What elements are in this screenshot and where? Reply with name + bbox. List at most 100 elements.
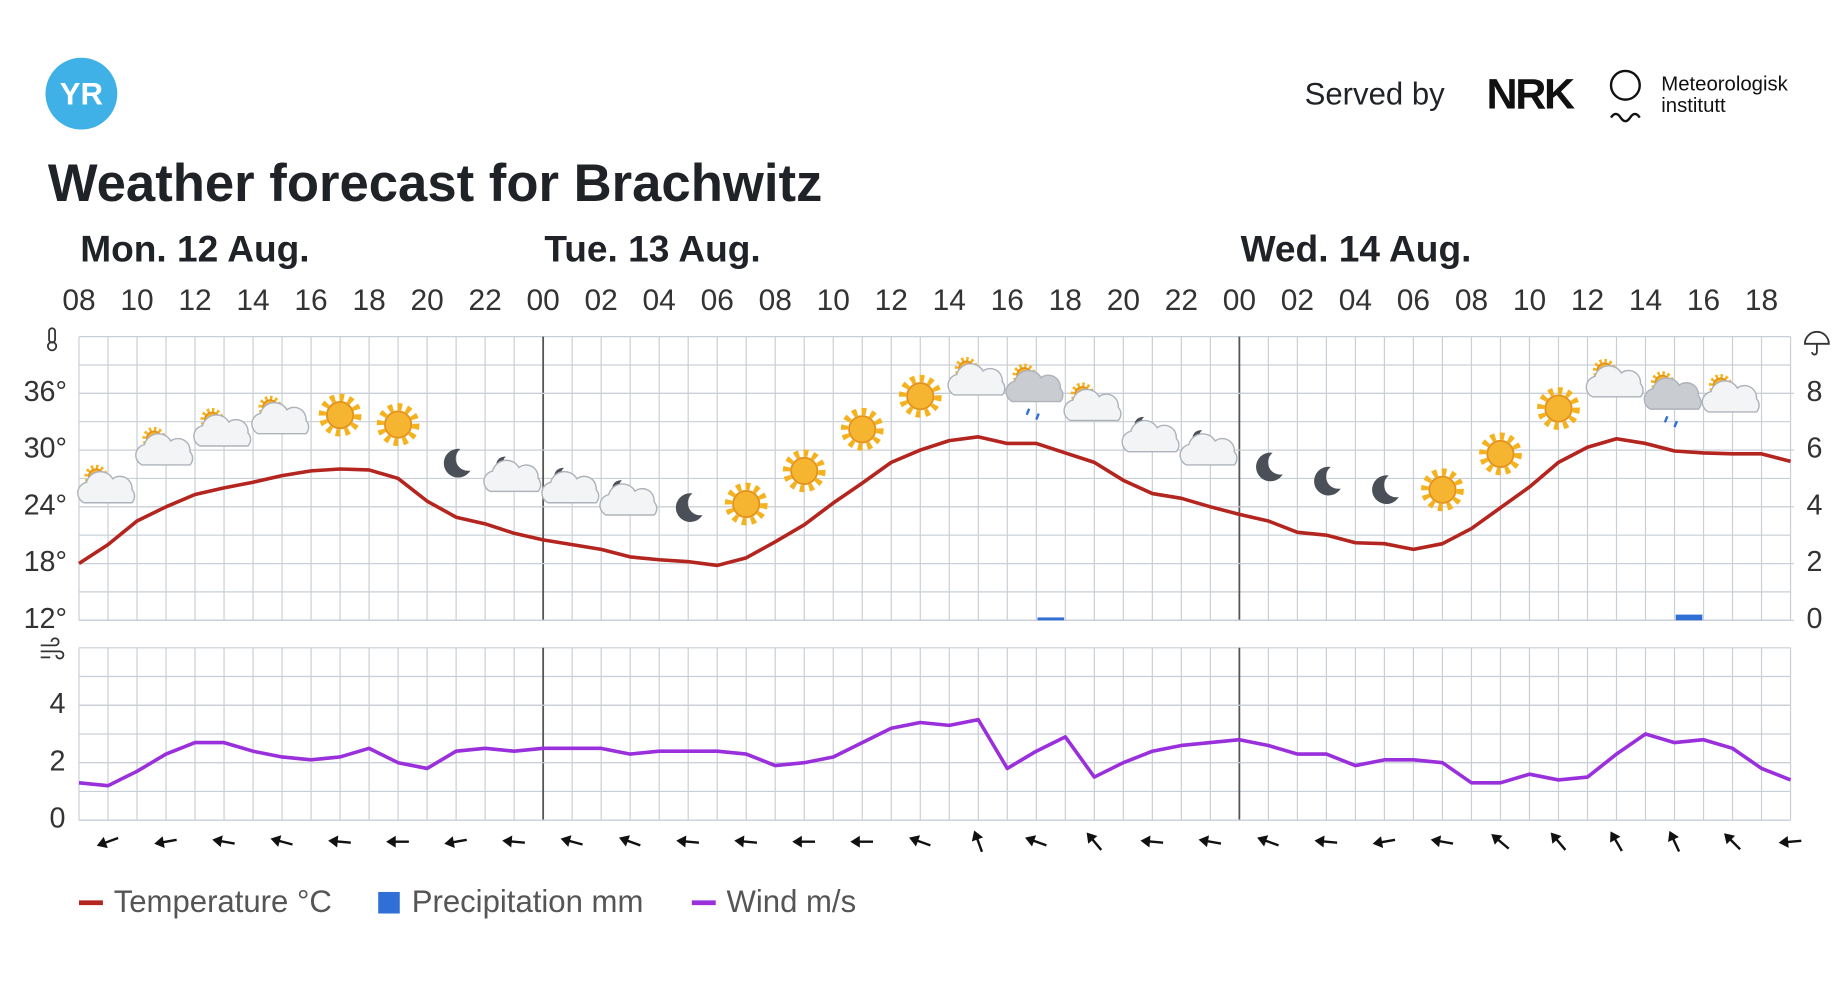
y-tick-label: 12°: [24, 603, 67, 635]
legend-swatch: [378, 891, 400, 914]
wind-arrow: [850, 835, 874, 848]
arrow-head: [560, 835, 572, 847]
wind-arrow: [560, 835, 583, 847]
arrow-head: [909, 835, 921, 847]
weather-icon: [675, 493, 703, 522]
x-tick-label: 20: [410, 284, 443, 317]
legend-label: Precipitation mm: [412, 884, 644, 919]
sun-rays: [782, 449, 826, 493]
wind-arrow: [618, 835, 641, 847]
arrow-head: [1257, 835, 1269, 847]
weather-icon: [1314, 466, 1341, 496]
arrow-head: [1025, 835, 1037, 847]
weather-icon: [1701, 373, 1760, 413]
x-tick-label: 10: [1513, 284, 1546, 317]
cloud: [1121, 419, 1180, 453]
x-tick-label: 16: [1687, 284, 1720, 317]
sun-rays: [1421, 468, 1464, 512]
sun-rays: [840, 407, 884, 451]
wind-arrow: [1778, 835, 1802, 848]
moon: [443, 448, 471, 478]
wind-arrow: [502, 835, 525, 848]
rain-drop: [1673, 420, 1679, 428]
temperature-line: [78, 435, 1792, 568]
wind-arrow: [212, 835, 235, 848]
sun-rays: [1479, 432, 1522, 476]
sun: [384, 410, 413, 439]
sun-rays: [898, 374, 942, 418]
arrow-head: [618, 835, 630, 847]
x-tick-label: 22: [468, 284, 501, 317]
x-tick-label: 22: [1165, 284, 1198, 317]
sun: [790, 456, 819, 485]
served-by: Served by: [1305, 76, 1446, 111]
arrow-head: [1724, 833, 1736, 845]
sun: [326, 401, 355, 430]
sun: [732, 489, 761, 519]
arrow-head: [328, 835, 339, 848]
wind-arrow: [734, 835, 758, 848]
wind-arrow: [1257, 835, 1279, 847]
wind-icon: [40, 637, 65, 660]
weather-icon: [1372, 475, 1399, 505]
x-tick-label: 08: [1455, 284, 1488, 317]
y-tick-label: 24°: [24, 489, 67, 521]
wind-arrow: [270, 835, 293, 847]
y-tick-label: 18°: [24, 546, 67, 578]
arrow-head: [270, 835, 282, 847]
sun-rays: [376, 403, 420, 446]
arrow-head: [212, 835, 223, 848]
weather-icon: [1479, 432, 1522, 476]
y2-tick-label: 4: [1806, 489, 1822, 521]
arrow-head: [1372, 836, 1384, 849]
wind-arrow: [1724, 833, 1741, 851]
met-logo-wave: [1610, 112, 1641, 123]
weather-icon: [541, 467, 600, 504]
wind-tick-label: 4: [49, 688, 65, 720]
wind-arrow: [386, 835, 409, 848]
wind-arrow: [154, 836, 177, 849]
weather-icon: [1121, 416, 1180, 453]
wind-arrow: [444, 836, 467, 849]
arrow-head: [850, 835, 860, 848]
cloud: [483, 459, 542, 493]
precip-bar: [1675, 614, 1703, 621]
x-tick-label: 02: [1281, 284, 1314, 317]
arrow-head: [96, 836, 108, 849]
arrow-head: [1314, 835, 1325, 848]
day-label: Wed. 14 Aug.: [1241, 227, 1472, 269]
cloud: [77, 470, 136, 504]
cloud: [1701, 380, 1760, 413]
weather-icon: [443, 448, 471, 478]
weather-icon: [782, 449, 826, 493]
cloud: [135, 433, 194, 466]
weather-icon: [1537, 387, 1580, 430]
moon: [1372, 475, 1399, 505]
umbrella-icon: [1804, 330, 1830, 356]
moon: [1256, 452, 1283, 482]
nrk-logo: NRK: [1487, 71, 1575, 119]
wind-arrow: [676, 835, 700, 848]
day-label: Tue. 13 Aug.: [544, 227, 760, 269]
arrow-head: [971, 830, 984, 842]
sun: [1428, 475, 1457, 504]
x-tick-label: 20: [1107, 284, 1140, 317]
weather-icon: [947, 356, 1006, 396]
wind-tick-label: 0: [49, 803, 65, 835]
x-tick-label: 08: [62, 284, 95, 317]
weather-icon: [193, 408, 252, 447]
x-tick-label: 18: [1049, 284, 1082, 317]
wind-arrow: [1372, 836, 1396, 849]
cloud: [541, 470, 600, 504]
x-tick-label: 02: [585, 284, 618, 317]
arrow-head: [386, 835, 396, 848]
arrow-head: [1140, 835, 1151, 848]
arrow-head: [1668, 830, 1679, 843]
weather-icon: [1421, 468, 1464, 512]
weather-icon: [599, 480, 658, 516]
x-tick-label: 12: [178, 284, 211, 317]
x-tick-label: 14: [933, 284, 966, 317]
weather-icon: [898, 374, 942, 418]
